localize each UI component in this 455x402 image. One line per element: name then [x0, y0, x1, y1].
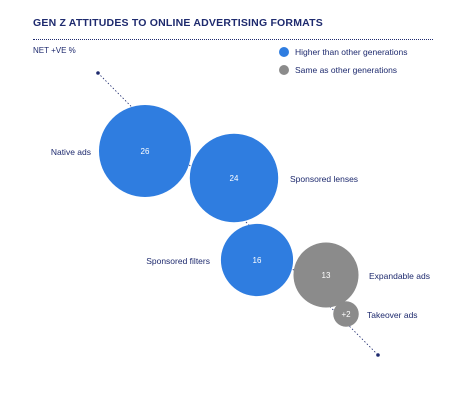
title-divider — [33, 39, 433, 40]
bubble-label-expandable-ads: Expandable ads — [369, 271, 430, 281]
bubble-expandable-ads — [293, 242, 359, 308]
legend-label-higher: Higher than other generations — [295, 47, 408, 57]
legend-label-same: Same as other generations — [295, 65, 398, 75]
bubble-takeover-ads — [333, 301, 359, 327]
bubble-value-sponsored-lenses: 24 — [230, 174, 239, 183]
legend-swatch-higher — [279, 47, 289, 57]
chart-title: GEN Z ATTITUDES TO ONLINE ADVERTISING FO… — [33, 17, 323, 29]
bubble-value-native-ads: 26 — [141, 147, 150, 156]
bubble-sponsored-lenses — [189, 133, 279, 223]
guide-line-end-dot — [376, 353, 380, 357]
legend: Higher than other generations Same as ot… — [279, 43, 407, 79]
y-axis-label: NET +VE % — [33, 46, 76, 55]
legend-item-higher: Higher than other generations — [279, 43, 407, 61]
bubble-sponsored-filters — [220, 223, 294, 297]
bubble-label-sponsored-filters: Sponsored filters — [146, 256, 210, 266]
guide-line-start-dot — [96, 71, 100, 75]
bubble-value-takeover-ads: +2 — [341, 310, 351, 319]
bubble-value-sponsored-filters: 16 — [253, 256, 262, 265]
bubble-label-sponsored-lenses: Sponsored lenses — [290, 174, 358, 184]
legend-item-same: Same as other generations — [279, 61, 407, 79]
bubble-native-ads — [99, 105, 191, 197]
bubble-label-takeover-ads: Takeover ads — [367, 310, 418, 320]
bubble-label-native-ads: Native ads — [51, 147, 91, 157]
bubble-value-expandable-ads: 13 — [322, 271, 331, 280]
legend-swatch-same — [279, 65, 289, 75]
